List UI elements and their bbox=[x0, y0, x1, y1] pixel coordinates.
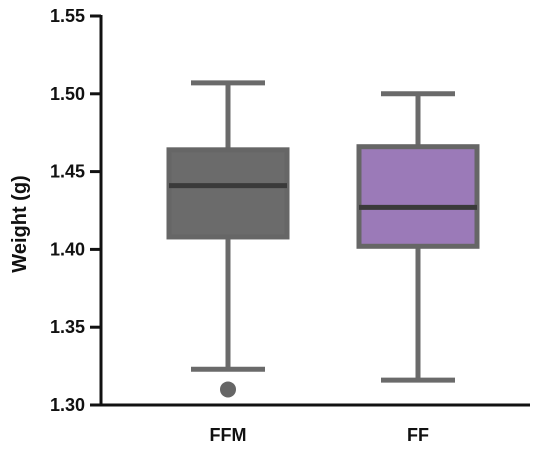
box-group-ffm bbox=[166, 80, 290, 398]
y-tick-label: 1.45 bbox=[50, 162, 85, 182]
y-tick-label: 1.50 bbox=[50, 84, 85, 104]
outlier-point bbox=[220, 381, 236, 398]
y-tick-label: 1.55 bbox=[50, 6, 85, 26]
y-tick-label: 1.40 bbox=[50, 239, 85, 259]
boxes-layer bbox=[166, 80, 480, 398]
y-axis-title: Weight (g) bbox=[9, 175, 31, 272]
box-iqr bbox=[166, 147, 290, 240]
y-tick-label: 1.35 bbox=[50, 317, 85, 337]
x-category-label: FFM bbox=[210, 425, 247, 445]
axes-layer: 1.30 1.35 1.40 1.45 1.50 1.55 FFM FF bbox=[50, 6, 530, 445]
box-iqr bbox=[356, 144, 480, 249]
y-tick-label: 1.30 bbox=[50, 395, 85, 415]
x-category-label: FF bbox=[407, 425, 429, 445]
box-group-ff bbox=[356, 91, 480, 383]
